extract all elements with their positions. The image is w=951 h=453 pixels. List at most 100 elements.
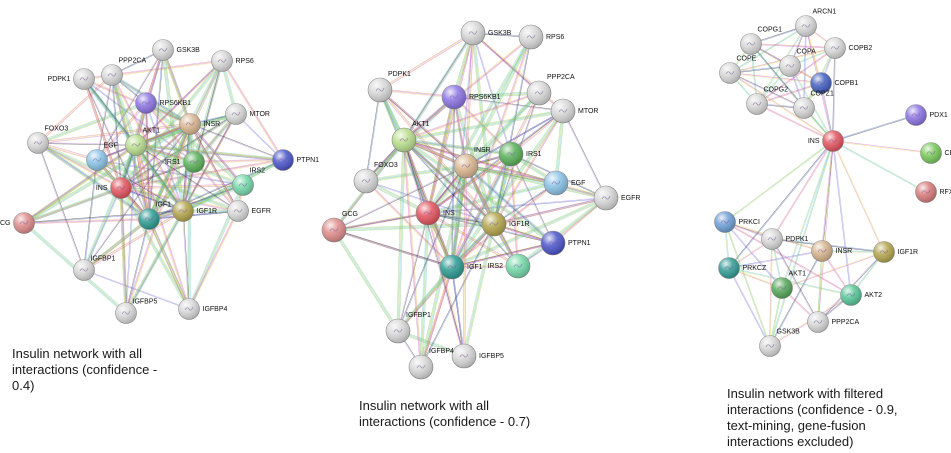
network-edge bbox=[493, 197, 607, 225]
protein-structure-icon bbox=[393, 328, 403, 333]
network-edge bbox=[135, 145, 183, 212]
caption-line: Insulin network with all bbox=[12, 346, 143, 361]
network-edge bbox=[396, 265, 452, 331]
network-edge bbox=[235, 114, 283, 161]
network-edge bbox=[120, 188, 126, 314]
node-pdx1: PDX1 bbox=[905, 104, 948, 126]
network-edge bbox=[492, 110, 563, 224]
network-edge bbox=[729, 73, 821, 84]
network-edge bbox=[465, 32, 474, 167]
network-edge bbox=[110, 75, 135, 146]
node-label: EGF bbox=[571, 180, 585, 187]
network-edge bbox=[38, 104, 147, 145]
network-edge bbox=[189, 211, 240, 310]
network-edge bbox=[493, 196, 606, 224]
network-edge bbox=[126, 145, 137, 314]
node-label: PDPK1 bbox=[786, 236, 809, 243]
network-edge bbox=[37, 143, 84, 271]
network-edge bbox=[452, 97, 455, 268]
network-edge bbox=[756, 104, 833, 142]
node-igfbp5: IGFBP5 bbox=[115, 299, 158, 324]
network-edge bbox=[334, 229, 399, 331]
protein-structure-icon bbox=[278, 157, 288, 162]
network-edge bbox=[772, 141, 834, 240]
protein-structure-icon bbox=[799, 105, 809, 110]
network-edge bbox=[84, 160, 98, 271]
network-edge bbox=[37, 123, 191, 144]
network-edge bbox=[163, 49, 191, 124]
network-edge bbox=[120, 123, 190, 188]
network-edge bbox=[83, 187, 121, 270]
network-edge bbox=[750, 44, 833, 142]
network-edge bbox=[24, 219, 150, 225]
network-edge bbox=[404, 33, 474, 141]
network-edge bbox=[729, 73, 833, 142]
network-edge bbox=[421, 213, 429, 368]
network-edge bbox=[188, 60, 222, 124]
protein-structure-icon bbox=[777, 285, 787, 290]
network-edge bbox=[334, 225, 495, 232]
node-label: PPP2CA bbox=[832, 319, 860, 326]
node-label: IGF1 bbox=[467, 264, 483, 271]
network-edge bbox=[135, 145, 283, 161]
network-edge bbox=[725, 221, 783, 288]
network-edge bbox=[428, 93, 541, 215]
network-edge bbox=[380, 33, 474, 92]
network-edge bbox=[112, 74, 137, 145]
network-edge bbox=[464, 36, 531, 166]
network-edge bbox=[403, 140, 511, 155]
node-ins: INS bbox=[415, 200, 455, 226]
network-edge bbox=[750, 44, 835, 49]
network-edge bbox=[334, 224, 495, 231]
node-ptpn1: PTPN1 bbox=[272, 149, 319, 171]
node-label: RPS6KB1 bbox=[469, 94, 501, 101]
node-label: MTOR bbox=[250, 111, 270, 118]
network-edge bbox=[24, 124, 191, 224]
network-edge bbox=[37, 143, 136, 146]
protein-structure-icon bbox=[19, 220, 29, 225]
network-edge bbox=[111, 75, 136, 146]
node-rps6: RPS6 bbox=[211, 50, 254, 72]
network-edge bbox=[136, 144, 191, 309]
network-edge bbox=[378, 90, 452, 268]
network-edge bbox=[728, 140, 833, 268]
node-cp: CP bbox=[920, 142, 951, 164]
network-edge bbox=[563, 110, 607, 198]
network-edge bbox=[757, 83, 822, 105]
network-edge bbox=[464, 32, 473, 166]
node-label: INSR bbox=[204, 121, 221, 128]
node-label: AKT2 bbox=[865, 292, 883, 299]
network-edge bbox=[404, 138, 607, 198]
network-edge bbox=[220, 61, 283, 161]
network-edge bbox=[122, 187, 128, 313]
protein-structure-icon bbox=[184, 306, 194, 311]
protein-structure-icon bbox=[416, 364, 426, 369]
network-edge bbox=[804, 26, 807, 109]
network-edge bbox=[161, 50, 189, 125]
node-ppp2ca: PPP2CA bbox=[807, 311, 860, 333]
network-edge bbox=[111, 75, 121, 189]
network-edge bbox=[466, 37, 533, 167]
node-label: IGFBP4 bbox=[203, 306, 228, 313]
protein-structure-icon bbox=[551, 180, 561, 185]
node-foxo3: FOXO3 bbox=[353, 162, 398, 194]
node-label: IGFBP4 bbox=[429, 348, 454, 355]
network-edge bbox=[135, 60, 222, 145]
network-edge bbox=[399, 140, 406, 332]
node-copa: COPA bbox=[779, 49, 816, 77]
network-edge bbox=[730, 26, 807, 74]
protein-structure-icon bbox=[816, 80, 826, 85]
network-edge bbox=[112, 74, 122, 188]
network-edge bbox=[473, 32, 512, 154]
node-label: GSK3B bbox=[777, 329, 801, 336]
network-edge bbox=[404, 138, 554, 243]
network-edge bbox=[422, 213, 430, 368]
network-edge bbox=[83, 270, 189, 310]
network-edge bbox=[23, 144, 137, 224]
node-rfx: RFX bbox=[915, 181, 951, 203]
network-edge bbox=[24, 124, 191, 225]
network-edge bbox=[121, 187, 127, 313]
network-edge bbox=[23, 218, 150, 224]
network-edge bbox=[124, 210, 183, 313]
network-edge bbox=[403, 139, 607, 199]
